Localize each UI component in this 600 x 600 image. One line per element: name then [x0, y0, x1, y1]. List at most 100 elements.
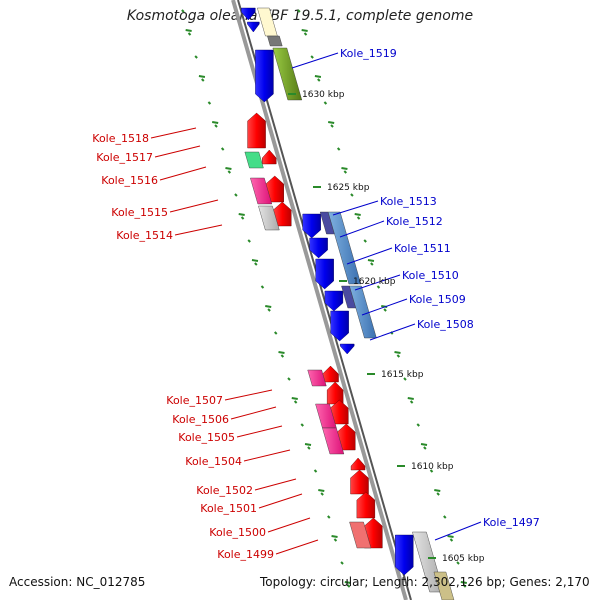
track-dot — [383, 308, 387, 312]
gene-label-kole-1504: Kole_1504 — [185, 455, 242, 468]
track-dot — [346, 584, 351, 588]
track-dot — [300, 423, 304, 427]
track-dash — [341, 167, 348, 170]
gene-arrow — [315, 258, 334, 290]
gene-box-kole-1499 — [349, 521, 372, 549]
accession-label: Accession: NC_012785 — [9, 575, 146, 589]
track-dash — [460, 581, 467, 584]
track-dot — [330, 124, 334, 128]
track-dot — [396, 354, 401, 358]
gene-arrow — [247, 21, 260, 33]
gene-arrow — [262, 149, 277, 165]
track-dot — [220, 147, 225, 151]
track-dash — [407, 397, 414, 400]
track-dash — [212, 121, 219, 124]
track-dot — [181, 9, 185, 13]
map-title: Kosmotoga olearia TBF 19.5.1, complete g… — [126, 8, 474, 24]
gene-box-kole-1504 — [322, 427, 345, 455]
gene-arrow-kole-1519 — [255, 49, 274, 103]
track-dot — [227, 170, 232, 174]
track-dot — [456, 561, 460, 565]
track-dot — [214, 124, 218, 128]
gene-box-kole-1512 — [327, 211, 362, 285]
gene-label-kole-1509: Kole_1509 — [409, 293, 466, 306]
label-leader — [236, 425, 283, 438]
track-dash — [394, 351, 401, 354]
track-dot — [274, 331, 278, 335]
label-leader — [254, 478, 297, 491]
gene-arrow — [339, 343, 355, 355]
track-dot — [343, 170, 348, 174]
gene-label-kole-1499: Kole_1499 — [217, 548, 274, 561]
track-dot — [280, 354, 285, 358]
label-leader — [275, 539, 319, 555]
gene-arrow-kole-1502 — [350, 457, 366, 471]
gene-arrow — [330, 310, 349, 342]
label-leader — [224, 389, 273, 401]
track-dash — [301, 29, 308, 32]
gene-arrow-kole-1506 — [330, 399, 349, 425]
gene-box-kole-1507 — [307, 369, 327, 387]
gene-label-kole-1516: Kole_1516 — [101, 174, 158, 187]
track-dot — [409, 400, 414, 404]
track-dot — [247, 239, 251, 243]
track-dash — [265, 305, 272, 308]
track-dot — [449, 538, 454, 542]
track-dot — [340, 561, 344, 565]
track-dot — [320, 492, 324, 496]
label-leader — [267, 517, 311, 533]
scale-label: 1625 kbp — [327, 183, 370, 193]
track-dot — [423, 446, 427, 450]
gene-label-kole-1501: Kole_1501 — [200, 502, 257, 515]
track-dash — [251, 259, 259, 262]
gene-label-kole-1511: Kole_1511 — [394, 242, 451, 255]
track-dash — [198, 75, 206, 78]
backbone-line — [231, 0, 408, 600]
track-dash — [367, 259, 375, 262]
label-leader — [291, 52, 339, 69]
track-dot — [313, 469, 318, 473]
label-leader — [243, 449, 291, 462]
track-dot — [436, 492, 440, 496]
gene-arrow-kole-1500 — [356, 491, 376, 519]
gene-box — [272, 47, 303, 101]
gene-arrow-kole-1515 — [265, 175, 284, 203]
track-dot — [194, 55, 198, 59]
gene-box-kole-1517 — [244, 151, 264, 169]
label-leader — [159, 166, 207, 181]
track-dot — [187, 32, 192, 36]
track-dash — [434, 489, 441, 492]
gene-arrow — [309, 237, 328, 259]
gene-label-kole-1505: Kole_1505 — [178, 431, 235, 444]
track-dot — [327, 515, 331, 519]
track-dash — [291, 397, 298, 400]
label-leader — [369, 323, 416, 341]
scale-labels: 1630 kbp 1625 kbp 1620 kbp 1615 kbp 1610 kbp… — [288, 90, 485, 564]
track-dot — [207, 101, 212, 105]
track-dot — [363, 239, 367, 243]
track-dot — [254, 262, 258, 266]
gene-label-kole-1502: Kole_1502 — [196, 484, 253, 497]
track-dot — [416, 423, 420, 427]
track-dot — [370, 262, 374, 266]
topology-label: Topology: circular; Length: 2,302,126 bp… — [260, 575, 590, 589]
track-dash — [304, 443, 312, 446]
track-dot — [356, 216, 361, 220]
track-dash — [354, 213, 361, 216]
gene-arrow-kole-1497 — [395, 534, 414, 576]
scale-label: 1615 kbp — [381, 370, 424, 380]
track-dot — [201, 78, 205, 82]
gene-label-kole-1512: Kole_1512 — [386, 215, 443, 228]
track-dot — [267, 308, 271, 312]
gene-arrow — [324, 290, 344, 312]
track-dot — [234, 193, 238, 197]
track-dot — [303, 32, 308, 36]
scale-label: 1620 kbp — [353, 277, 396, 287]
gene-label-kole-1517: Kole_1517 — [96, 151, 153, 164]
track-dot — [336, 147, 341, 151]
label-leader — [339, 220, 385, 238]
label-leader — [174, 224, 223, 236]
track-dot — [240, 216, 245, 220]
gene-label-kole-1514: Kole_1514 — [116, 229, 173, 242]
